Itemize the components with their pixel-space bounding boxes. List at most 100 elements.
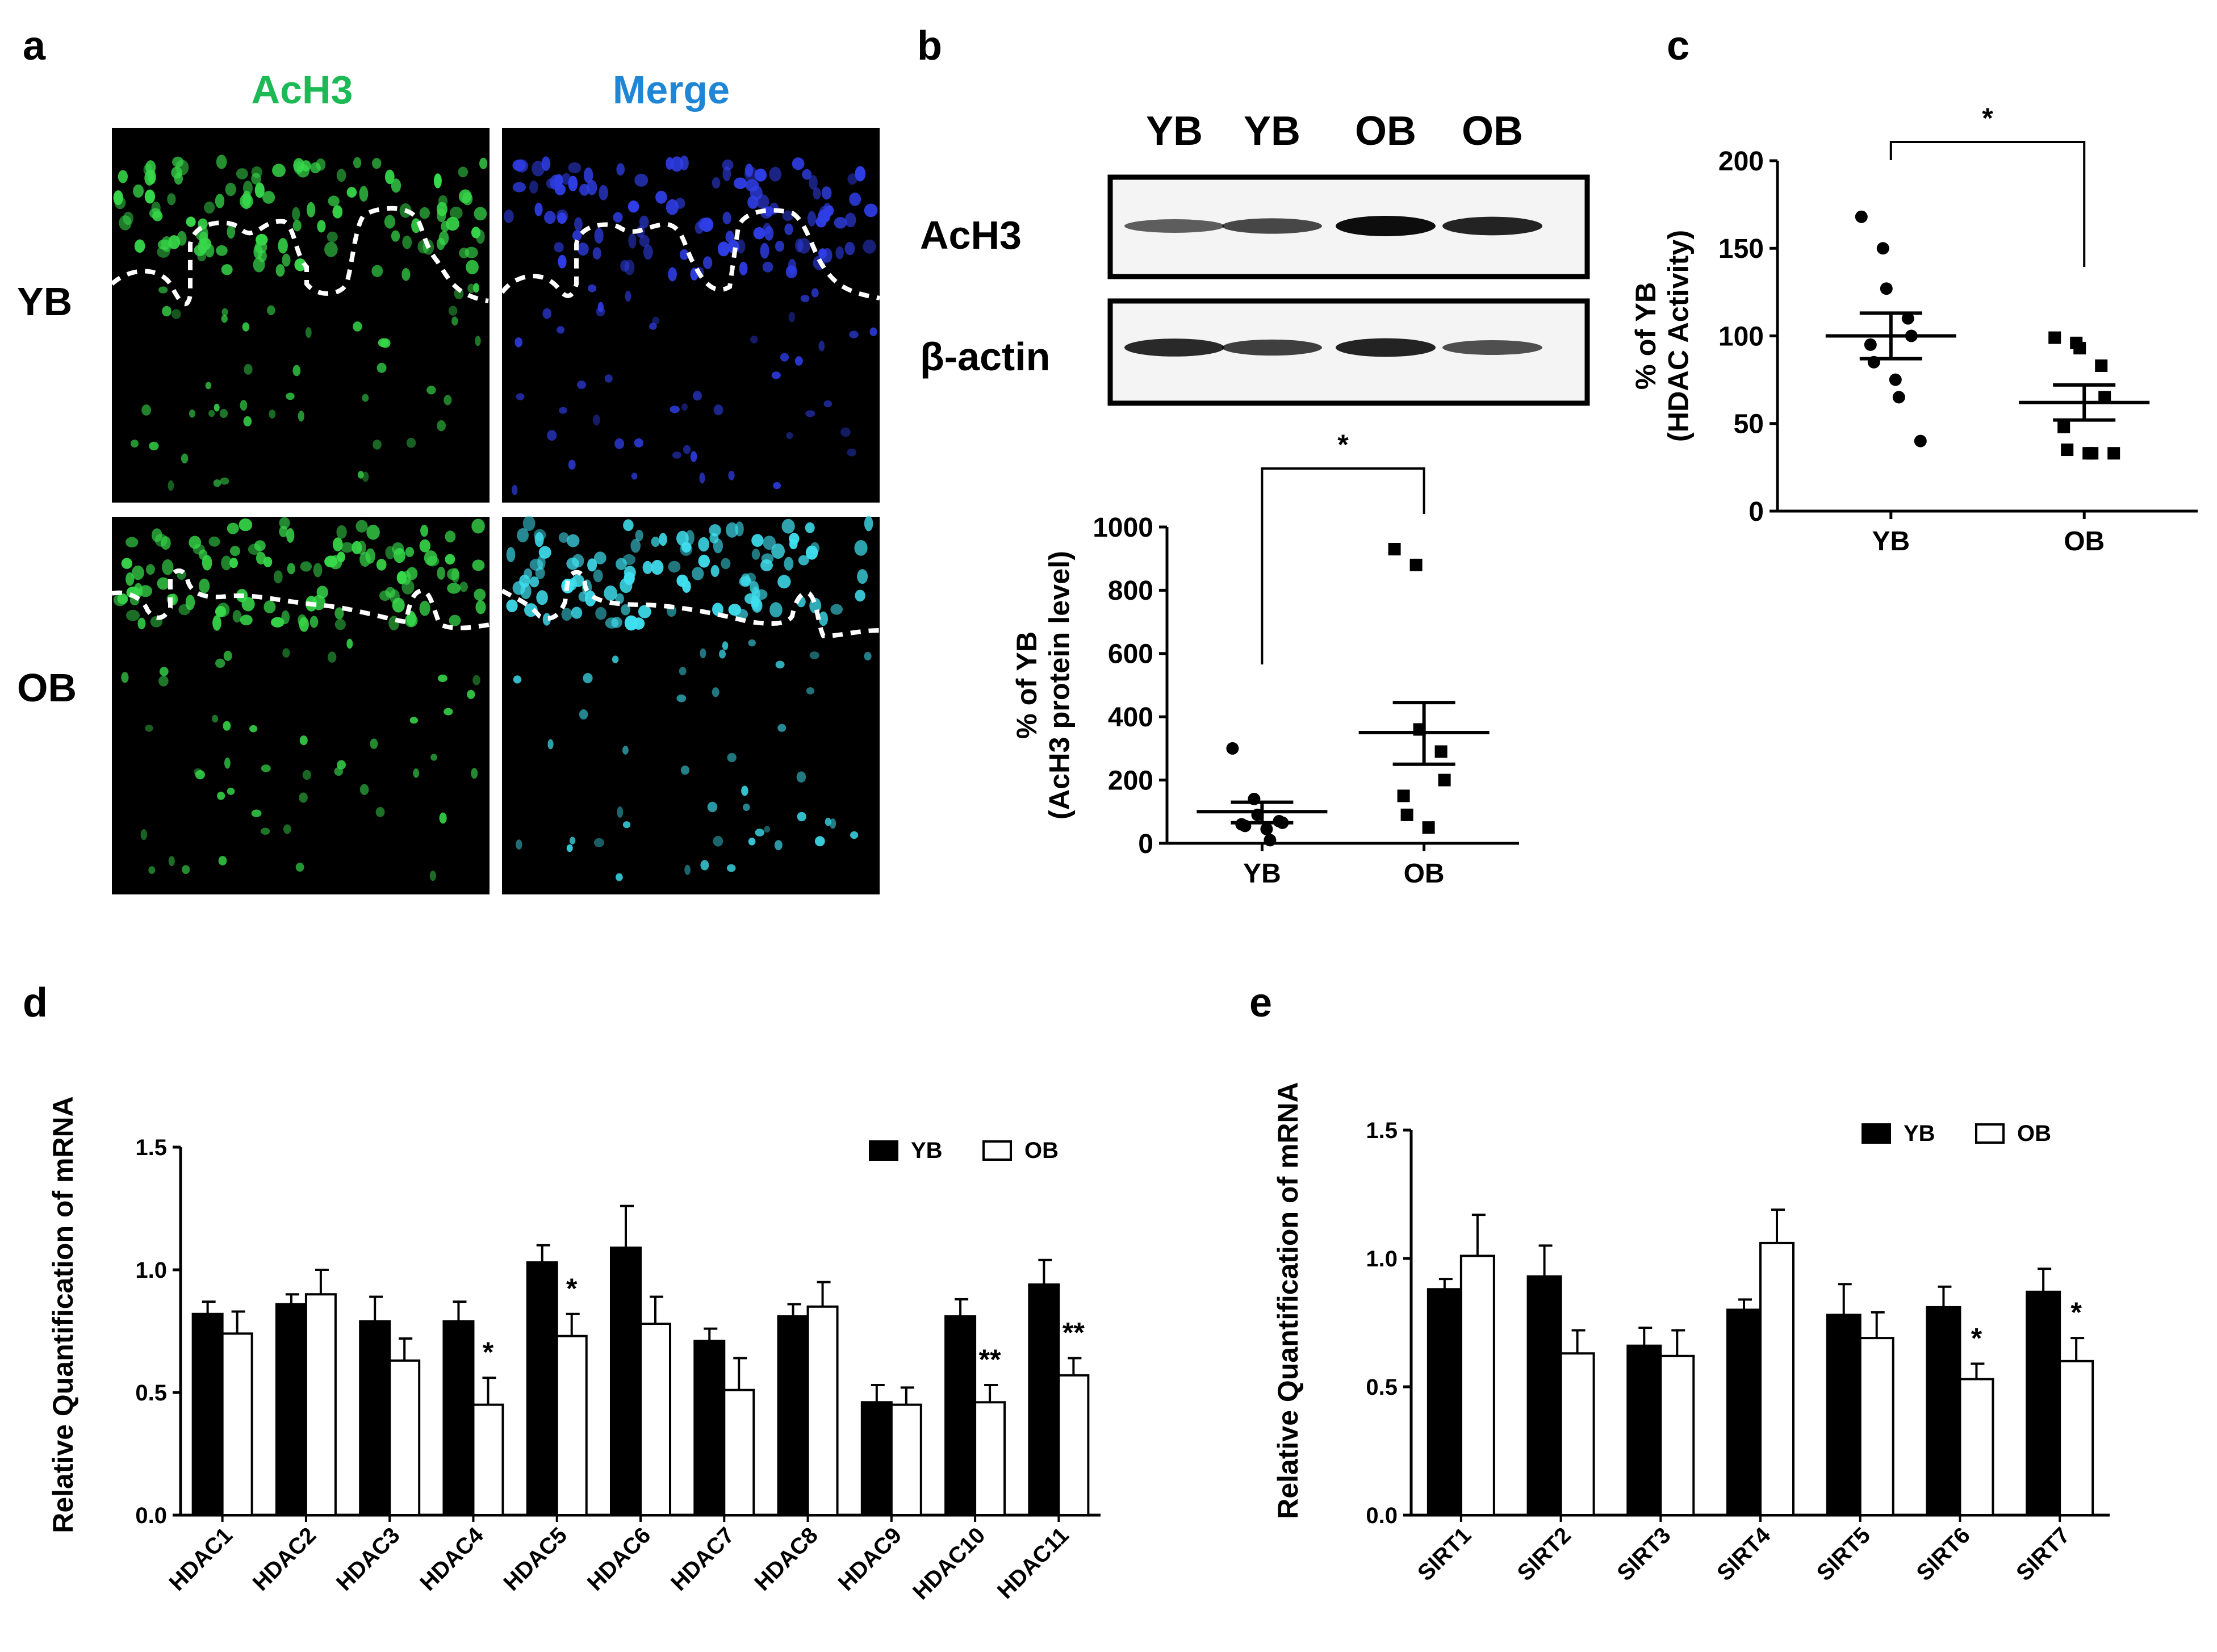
nucleus [750, 336, 758, 344]
panel-letter-a: a [23, 23, 46, 69]
data-point-ob [1397, 789, 1410, 802]
nucleus [699, 472, 705, 484]
nucleus [569, 837, 576, 844]
nucleus [471, 768, 478, 779]
nucleus [512, 484, 518, 496]
nucleus [818, 248, 827, 259]
nucleus [805, 545, 818, 560]
nucleus [834, 217, 847, 229]
nucleus [670, 156, 684, 172]
nucleus [131, 440, 139, 448]
nucleus [438, 195, 448, 207]
nucleus [805, 522, 815, 533]
nucleus [168, 480, 174, 491]
nucleus [113, 190, 123, 206]
nucleus [557, 212, 567, 224]
nucleus [272, 164, 286, 177]
nucleus [336, 525, 347, 539]
nucleus [818, 340, 825, 352]
nucleus [680, 155, 689, 170]
bar-yb [442, 1320, 475, 1516]
nucleus [782, 210, 793, 221]
nucleus [672, 451, 681, 459]
y-axis-label: Relative Quantification of mRNA [1272, 1082, 1304, 1519]
nucleus [220, 477, 229, 485]
nucleus [690, 451, 697, 462]
nucleus [388, 616, 400, 631]
nucleus [126, 537, 139, 547]
nucleus [709, 524, 721, 537]
nucleus [751, 549, 760, 560]
nucleus [371, 265, 383, 277]
y-tick-label: 1000 [1093, 513, 1153, 543]
nucleus [227, 522, 239, 534]
x-tick-label: SIRT2 [1513, 1523, 1576, 1586]
nucleus [717, 241, 730, 257]
nucleus [467, 689, 475, 699]
nucleus [472, 675, 480, 685]
nucleus [847, 173, 857, 185]
nucleus [439, 812, 447, 824]
nucleus [751, 534, 764, 547]
bar-yb [1427, 1288, 1462, 1516]
nucleus [693, 391, 702, 401]
x-tick-label: SIRT1 [1413, 1523, 1476, 1586]
nucleus [447, 583, 461, 594]
bar-ob [1659, 1354, 1695, 1516]
nucleus [429, 871, 436, 881]
nucleus [659, 533, 667, 546]
nucleus [847, 448, 856, 457]
x-tick-label: HDAC3 [332, 1523, 405, 1596]
nucleus [566, 844, 573, 852]
nucleus [391, 230, 400, 242]
nucleus [309, 616, 319, 628]
nucleus [261, 827, 270, 835]
nucleus [755, 829, 764, 837]
nucleus [517, 528, 529, 542]
bar-ob [1559, 1352, 1595, 1516]
nucleus [236, 168, 248, 179]
nucleus [623, 519, 634, 532]
ach3-band [1336, 216, 1436, 236]
nucleus [199, 237, 211, 250]
nucleus [800, 295, 810, 303]
nucleus [123, 211, 133, 225]
nucleus [328, 651, 337, 663]
nucleus [229, 546, 241, 557]
nucleus [864, 516, 873, 532]
nucleus [118, 170, 128, 183]
nucleus [762, 261, 773, 273]
lane-label-3: OB [1355, 108, 1416, 154]
nucleus [172, 156, 184, 168]
nucleus [419, 207, 430, 219]
nucleus [216, 245, 228, 256]
significance-bracket [1889, 141, 2086, 267]
nucleus [446, 216, 459, 231]
row-label-yb: YB [17, 279, 72, 324]
nucleus [733, 177, 747, 189]
nucleus [448, 306, 458, 316]
y-tick-label: 100 [1718, 321, 1764, 352]
nucleus [402, 235, 412, 249]
nucleus [218, 856, 227, 865]
nucleus [223, 650, 232, 661]
nucleus [680, 766, 689, 775]
nucleus [763, 536, 776, 550]
nucleus [219, 409, 228, 418]
nucleus [168, 856, 175, 867]
nucleus [512, 182, 526, 193]
nucleus [475, 600, 486, 614]
nucleus [133, 583, 143, 598]
nucleus [722, 641, 729, 650]
nucleus [225, 182, 236, 196]
nucleus [611, 617, 622, 628]
nucleus [566, 534, 580, 547]
nucleus [818, 611, 828, 626]
nucleus [577, 242, 589, 256]
nucleus [821, 186, 832, 200]
nucleus [262, 191, 275, 204]
nucleus [337, 551, 345, 563]
micrograph-ob-ach3 [112, 517, 490, 894]
nucleus [643, 244, 653, 260]
x-tick-label: OB [2064, 526, 2105, 557]
